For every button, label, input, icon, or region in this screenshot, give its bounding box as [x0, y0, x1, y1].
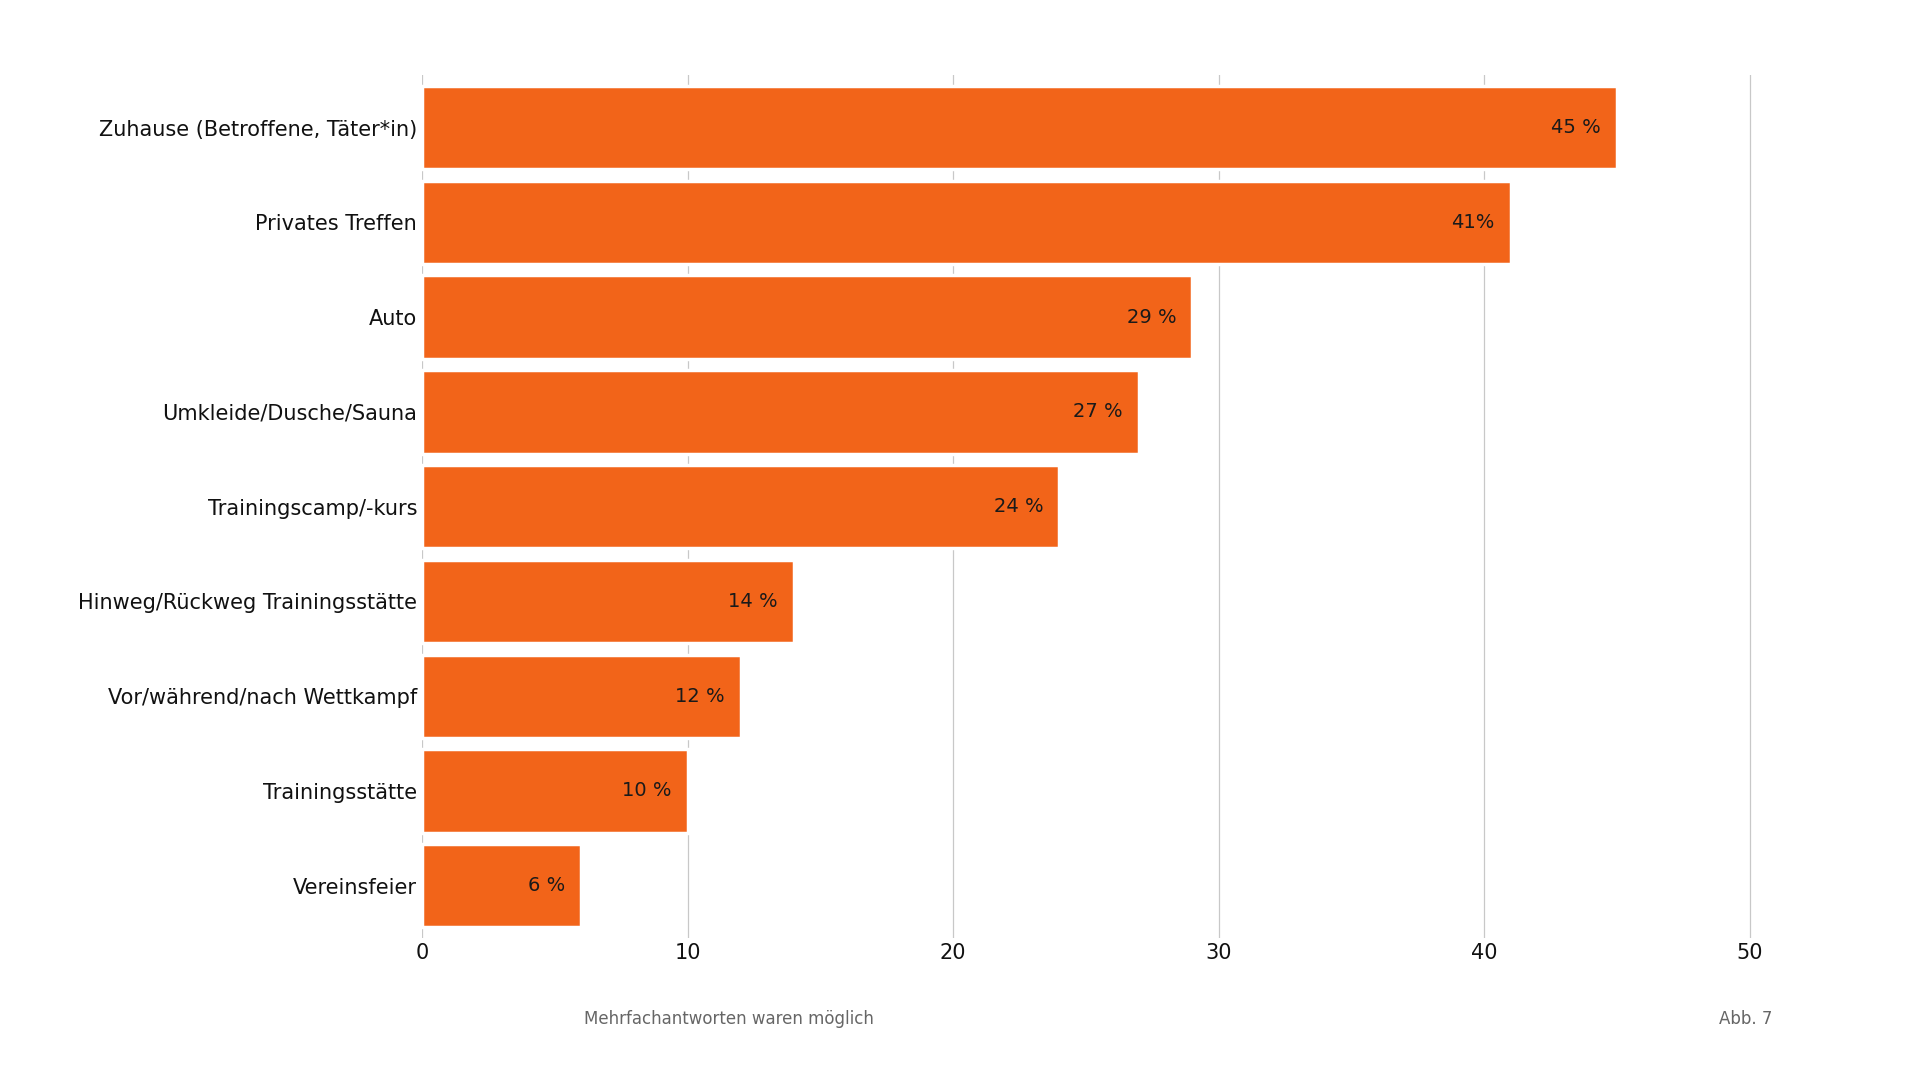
- Text: 27 %: 27 %: [1074, 402, 1124, 421]
- Text: 12 %: 12 %: [675, 687, 725, 706]
- Bar: [422, 370, 1139, 454]
- Bar: [422, 275, 1193, 359]
- Text: 45 %: 45 %: [1552, 119, 1602, 137]
- Bar: [422, 559, 794, 644]
- Bar: [422, 181, 1511, 264]
- Bar: [422, 749, 687, 832]
- Bar: [422, 86, 1617, 169]
- Bar: [422, 654, 740, 738]
- Text: 24 %: 24 %: [994, 497, 1043, 516]
- Text: 10 %: 10 %: [621, 782, 671, 801]
- Text: Abb. 7: Abb. 7: [1719, 1010, 1772, 1027]
- Bar: [422, 465, 1059, 549]
- Bar: [422, 844, 581, 927]
- Text: 29 %: 29 %: [1126, 307, 1176, 327]
- Text: 41%: 41%: [1452, 212, 1494, 232]
- Text: 6 %: 6 %: [527, 876, 566, 895]
- Text: 14 %: 14 %: [729, 592, 779, 611]
- Text: Mehrfachantworten waren möglich: Mehrfachantworten waren möglich: [583, 1010, 875, 1027]
